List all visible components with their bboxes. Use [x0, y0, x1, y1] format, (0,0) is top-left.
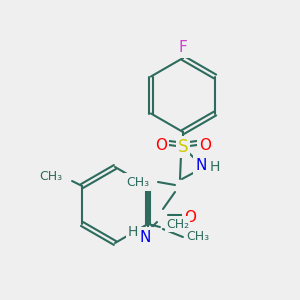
Text: CH₃: CH₃ [126, 176, 149, 188]
Text: CH₂: CH₂ [166, 218, 189, 230]
Text: N: N [139, 230, 151, 244]
Text: H: H [128, 225, 138, 239]
Text: N: N [195, 158, 207, 172]
Text: CH₃: CH₃ [39, 169, 62, 182]
Text: F: F [178, 40, 188, 56]
Text: H: H [210, 160, 220, 174]
Text: O: O [155, 137, 167, 152]
Text: S: S [178, 138, 188, 156]
Text: CH₃: CH₃ [186, 230, 209, 244]
Text: O: O [184, 209, 196, 224]
Text: O: O [199, 137, 211, 152]
